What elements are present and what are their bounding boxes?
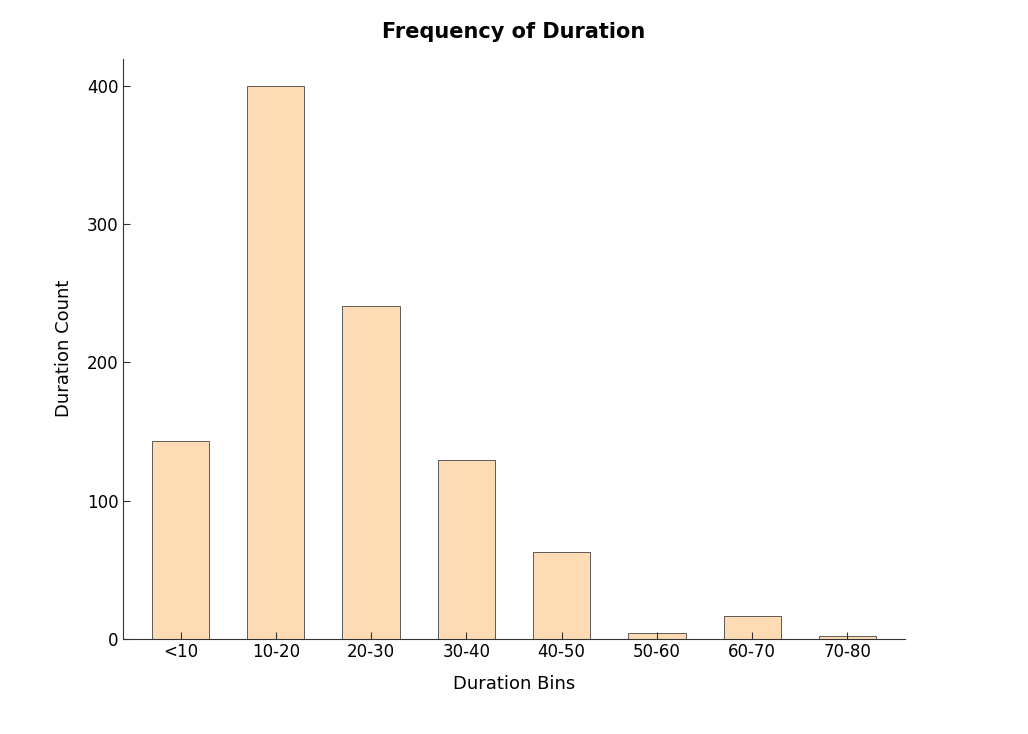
Title: Frequency of Duration: Frequency of Duration [382, 22, 646, 42]
Bar [534, 552, 590, 639]
X-axis label: Duration Bins: Duration Bins [453, 675, 575, 694]
Bar [342, 306, 400, 639]
Bar [819, 636, 876, 639]
Bar [152, 441, 209, 639]
Bar [724, 617, 781, 639]
Bar [438, 460, 494, 639]
Bar [247, 87, 304, 639]
Bar [628, 633, 686, 639]
Y-axis label: Duration Count: Duration Count [54, 280, 73, 418]
